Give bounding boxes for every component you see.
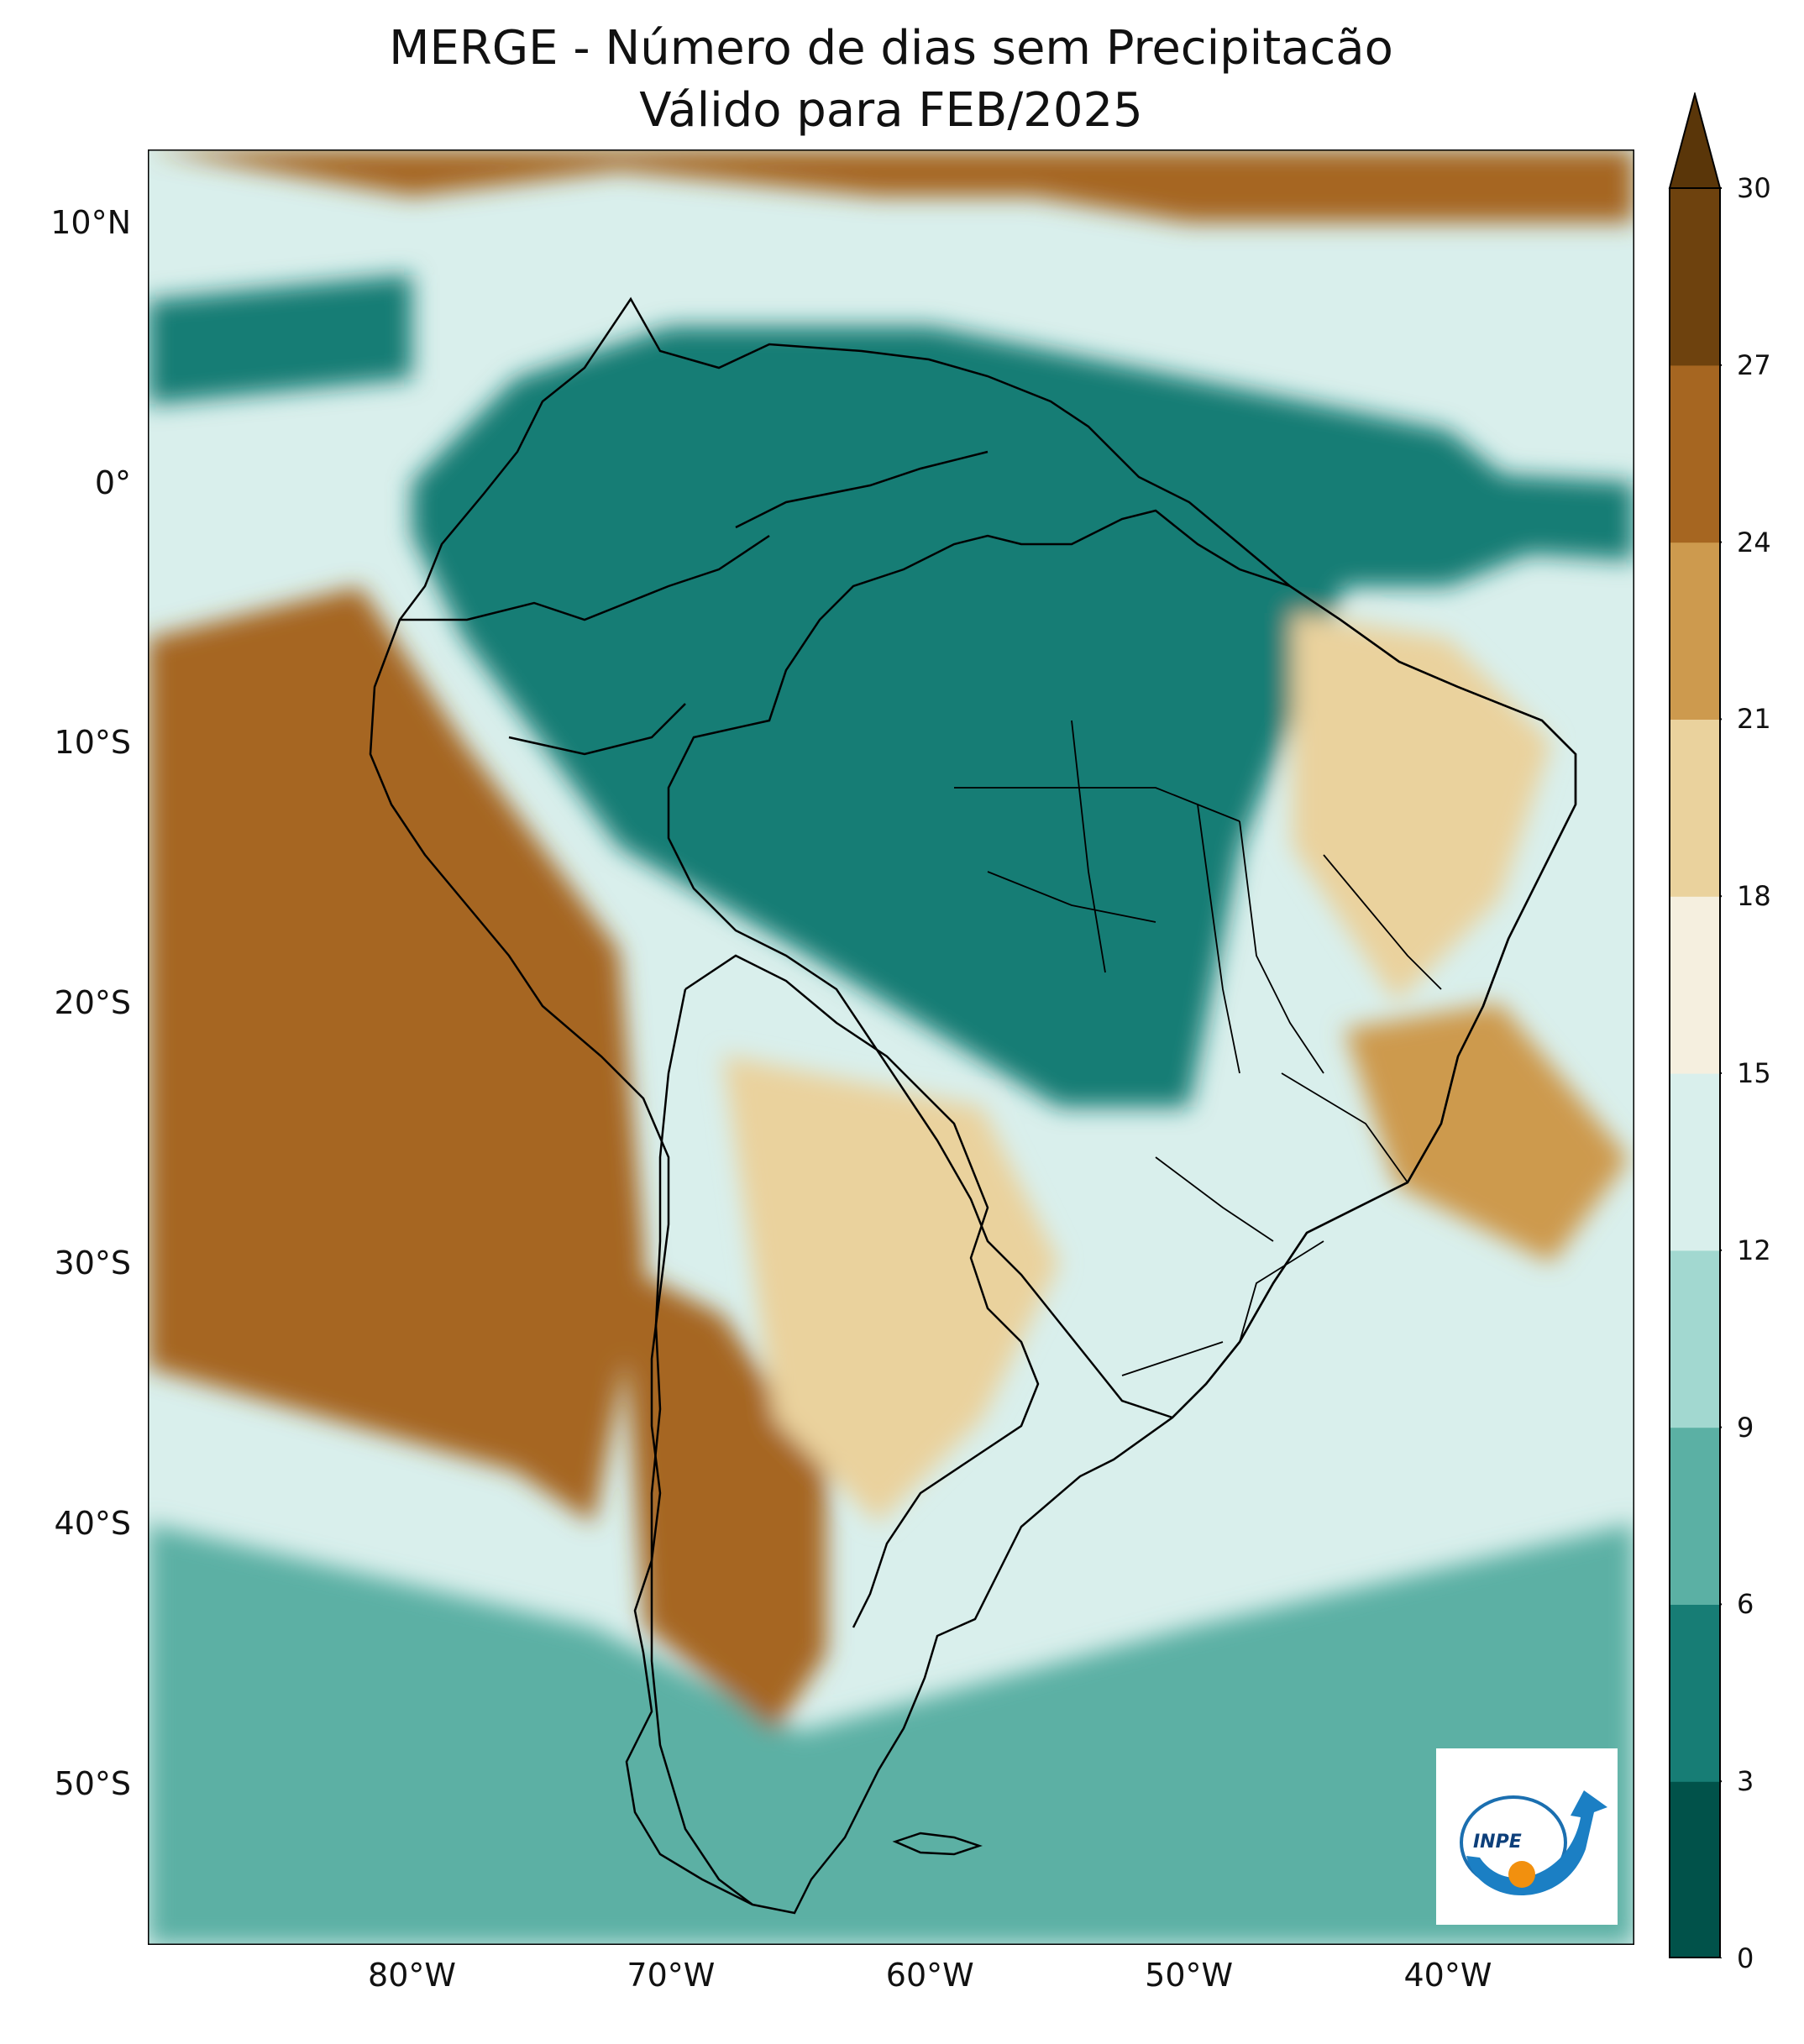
lat-tick-50s: 50°S [54,1764,131,1802]
colorbar-segment [1670,364,1720,543]
colorbar-tick-24: 24 [1737,526,1771,558]
precip-field [148,149,1634,1945]
map-canvas [148,149,1634,1945]
sun-dot-icon [1508,1861,1535,1888]
colorbar-tick-18: 18 [1737,880,1771,913]
lon-tick-40w: 40°W [1403,1957,1492,1994]
colorbar-tick-9: 9 [1737,1411,1754,1444]
colorbar-segment [1670,1427,1720,1605]
argentina-east-border [684,954,1040,1628]
colorbar [1668,92,1722,1958]
title-line-1: MERGE - Número de dias sem Precipitacão [389,21,1393,76]
region-caribbean-dry [148,149,1634,223]
peru-colombia-border [400,450,989,756]
country-borders [369,296,1577,1915]
lon-tick-80w: 80°W [368,1957,456,1994]
lon-tick-50w: 50°W [1145,1957,1234,1994]
colorbar-segment [1670,1073,1720,1251]
colorbar-segment [1670,1781,1720,1958]
brazil-border [667,509,1577,1419]
colorbar-segment [1670,542,1720,720]
region-atlantic-itcz [1188,456,1634,561]
region-south-ocean-band [148,1523,1634,1945]
lat-tick-10s: 10°S [54,724,131,762]
colorbar-segment [1670,1250,1720,1428]
region-ne-brazil-dry [1293,612,1552,1004]
state-borders [954,720,1442,1376]
colorbar-segment [1670,719,1720,897]
colorbar-segment [1670,896,1720,1074]
title-line-2: Válido para FEB/2025 [639,83,1143,138]
region-peru-chile-dry [148,586,646,1523]
inpe-logo-graphic: INPE [1460,1790,1607,1895]
lat-tick-10n: 10°N [50,203,131,241]
falklands [892,1832,983,1856]
region-pacific-itcz [148,274,412,405]
map-panel [148,149,1634,1945]
colorbar-tick-30: 30 [1737,172,1771,204]
region-andes-patagonia-dry [619,1263,826,1732]
lon-tick-60w: 60°W [885,1957,974,1994]
colorbar-tick-27: 27 [1737,349,1771,381]
lat-tick-30s: 30°S [54,1245,131,1282]
inpe-logo-text: INPE [1473,1832,1522,1853]
colorbar-tick-0: 0 [1737,1942,1754,1974]
region-se-atlantic-dry [1344,1003,1629,1264]
colorbar-segment [1670,188,1720,366]
andes-border [650,988,753,1905]
swoosh-arrow-icon [1466,1790,1607,1895]
colorbar-segment [1670,1604,1720,1782]
colorbar-tick-3: 3 [1737,1765,1754,1798]
colorbar-tick-15: 15 [1737,1057,1771,1089]
lat-tick-0: 0° [94,464,131,501]
inpe-logo: INPE [1436,1748,1618,1925]
lat-tick-20s: 20°S [54,984,131,1022]
lat-tick-40s: 40°S [54,1505,131,1543]
lon-tick-70w: 70°W [627,1957,716,1994]
colorbar-tick-21: 21 [1737,703,1771,736]
colorbar-extend-arrow [1668,92,1722,189]
colorbar-tick-6: 6 [1737,1588,1754,1621]
region-argentina-semi [722,1055,1060,1523]
colorbar-tick-12: 12 [1737,1234,1771,1266]
